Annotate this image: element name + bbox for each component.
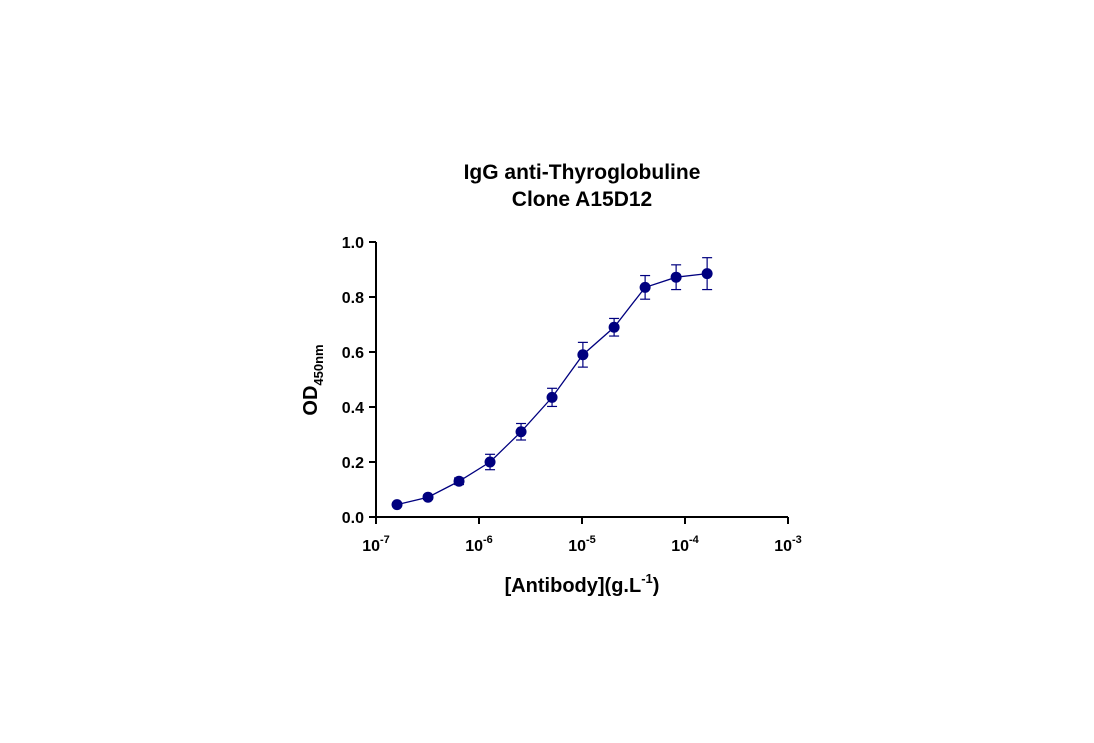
data-point (639, 281, 651, 293)
x-tick-label-exponent: -7 (380, 534, 390, 546)
data-point (608, 321, 620, 333)
data-point (484, 456, 496, 468)
x-tick-label: 10-3 (774, 534, 802, 555)
y-axis-label-subscript: 450nm (311, 344, 326, 385)
y-tick-label: 0.6 (342, 345, 364, 362)
x-tick-label: 10-7 (362, 534, 390, 555)
y-axis: 0.0 0.2 0.4 0.6 0.8 1.0 (342, 235, 377, 527)
y-tick-label: 0.0 (342, 510, 364, 527)
x-tick-label-base: 10 (671, 538, 689, 555)
data-series (391, 257, 713, 511)
x-tick-label-exponent: -6 (483, 534, 493, 546)
y-axis-label: OD450nm (300, 344, 326, 415)
x-axis-label: [Antibody](g.L-1) (505, 571, 660, 597)
x-tick-label-base: 10 (568, 538, 586, 555)
x-tick-label: 10-6 (465, 534, 493, 555)
x-tick-label-base: 10 (774, 538, 792, 555)
y-tick-label: 0.2 (342, 455, 364, 472)
x-axis-label-superscript: -1 (641, 571, 653, 586)
y-axis-label-main: OD (300, 386, 322, 416)
x-tick-label-exponent: -3 (792, 534, 802, 546)
y-tick-label: 1.0 (342, 235, 364, 252)
x-axis-label-tail: ) (653, 575, 660, 597)
data-point (515, 426, 527, 438)
y-tick-label: 0.4 (342, 400, 364, 417)
data-point (701, 268, 713, 280)
data-point (546, 391, 558, 403)
data-point (391, 499, 403, 511)
x-tick-label-exponent: -5 (586, 534, 596, 546)
x-tick-label: 10-4 (671, 534, 699, 555)
data-point (453, 475, 465, 487)
x-tick-label-base: 10 (362, 538, 380, 555)
x-tick-label-exponent: -4 (689, 534, 700, 546)
y-tick-label: 0.8 (342, 290, 364, 307)
x-tick-label: 10-5 (568, 534, 596, 555)
x-axis: 10-7 10-6 10-5 10-4 10-3 (362, 516, 802, 555)
data-point (422, 491, 434, 503)
data-point (670, 271, 682, 283)
chart-title-line-1: IgG anti-Thyroglobuline (464, 161, 701, 184)
x-axis-label-main: [Antibody](g.L (505, 575, 642, 597)
chart-title-line-2: Clone A15D12 (512, 188, 652, 211)
data-point (577, 349, 589, 361)
x-tick-label-base: 10 (465, 538, 483, 555)
